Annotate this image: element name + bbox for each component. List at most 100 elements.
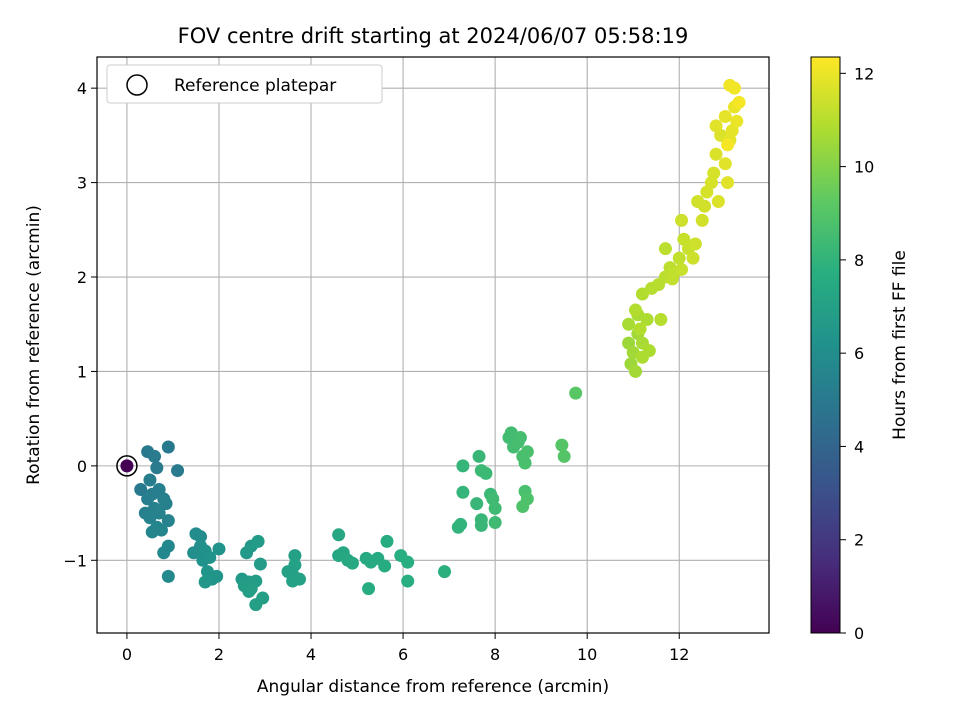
data-point: [143, 473, 157, 487]
data-point: [711, 194, 725, 208]
colorbar: [810, 56, 841, 634]
data-point: [488, 516, 502, 530]
legend: Reference platepar: [106, 64, 383, 104]
data-point: [401, 555, 415, 569]
data-point: [456, 485, 470, 499]
x-tick-label: 8: [490, 645, 500, 664]
data-point: [675, 213, 689, 227]
data-point: [474, 518, 488, 532]
legend-marker: [126, 74, 148, 96]
data-point: [520, 445, 534, 459]
data-point: [721, 176, 735, 190]
x-axis-label: Angular distance from reference (arcmin): [257, 677, 609, 697]
x-tick-label: 4: [306, 645, 316, 664]
data-point: [518, 456, 532, 470]
data-point: [401, 574, 415, 588]
grid: [97, 57, 769, 633]
data-point: [152, 506, 166, 520]
colorbar-label: Hours from first FF file: [890, 250, 910, 440]
data-point: [698, 199, 712, 213]
y-tick-label: 0: [77, 457, 87, 476]
data-point: [171, 464, 185, 478]
reference-point-marker: [116, 455, 138, 477]
data-point: [249, 598, 263, 612]
data-point: [707, 166, 721, 180]
data-point: [721, 138, 735, 152]
data-point: [516, 499, 530, 513]
data-point: [730, 114, 744, 128]
y-tick-label: 3: [77, 174, 87, 193]
data-point: [488, 501, 502, 515]
data-point: [709, 147, 723, 161]
data-point: [658, 242, 672, 256]
data-point: [161, 440, 175, 454]
data-point: [288, 558, 302, 572]
data-point: [159, 497, 173, 511]
data-point: [120, 459, 134, 473]
legend-entry-reference: Reference platepar: [174, 76, 336, 96]
y-tick-label: 1: [77, 362, 87, 381]
data-point: [732, 95, 746, 109]
data-point: [642, 344, 656, 358]
data-point: [362, 582, 376, 596]
data-point: [203, 550, 217, 564]
colorbar-tick-label: 12: [854, 64, 874, 83]
data-point: [727, 81, 741, 95]
data-point: [569, 386, 583, 400]
x-tick-label: 2: [214, 645, 224, 664]
data-point: [633, 322, 647, 336]
colorbar-ticks: 0 2 4 6 8 10 12: [840, 64, 874, 643]
data-point: [253, 557, 267, 571]
data-point: [479, 466, 493, 480]
x-tick-label: 10: [577, 645, 597, 664]
data-point: [695, 213, 709, 227]
data-point: [157, 546, 171, 560]
x-tick-label: 12: [669, 645, 689, 664]
x-tick-label: 6: [398, 645, 408, 664]
data-point: [148, 449, 162, 463]
data-point: [472, 449, 486, 463]
data-point: [454, 517, 468, 531]
data-point: [154, 523, 168, 537]
data-point: [345, 556, 359, 570]
data-point: [194, 530, 208, 544]
y-axis-ticks: −1 0 1 2 3 4: [63, 79, 97, 570]
plot-frame: [96, 56, 770, 634]
data-point: [134, 482, 148, 496]
data-point: [288, 549, 302, 563]
data-point: [718, 109, 732, 123]
data-point: [380, 534, 394, 548]
data-point: [622, 317, 636, 331]
colorbar-tick-label: 0: [854, 624, 864, 643]
data-point: [640, 313, 654, 327]
data-point: [438, 565, 452, 579]
y-tick-label: −1: [63, 551, 87, 570]
x-axis-ticks: 0 2 4 6 8 10 12: [122, 633, 689, 664]
chart-title: FOV centre drift starting at 2024/06/07 …: [178, 24, 689, 48]
data-point: [557, 449, 571, 463]
colorbar-tick-label: 10: [854, 158, 874, 177]
y-axis-label: Rotation from reference (arcmin): [24, 205, 44, 485]
data-point: [242, 584, 256, 598]
data-point: [629, 303, 643, 317]
data-point: [198, 575, 212, 589]
data-point: [332, 528, 346, 542]
colorbar-tick-label: 4: [854, 437, 864, 456]
colorbar-tick-label: 8: [854, 251, 864, 270]
data-point: [688, 237, 702, 251]
data-points: [116, 78, 746, 612]
legend-box: [106, 64, 383, 104]
colorbar-tick-label: 2: [854, 531, 864, 550]
data-point: [249, 574, 263, 588]
data-point: [675, 262, 689, 276]
data-point: [456, 459, 470, 473]
x-tick-label: 0: [122, 645, 132, 664]
data-point: [629, 364, 643, 378]
data-point: [161, 569, 175, 583]
data-point: [161, 514, 175, 528]
y-tick-label: 2: [77, 268, 87, 287]
data-point: [251, 534, 265, 548]
data-point: [555, 438, 569, 452]
data-point: [718, 157, 732, 171]
